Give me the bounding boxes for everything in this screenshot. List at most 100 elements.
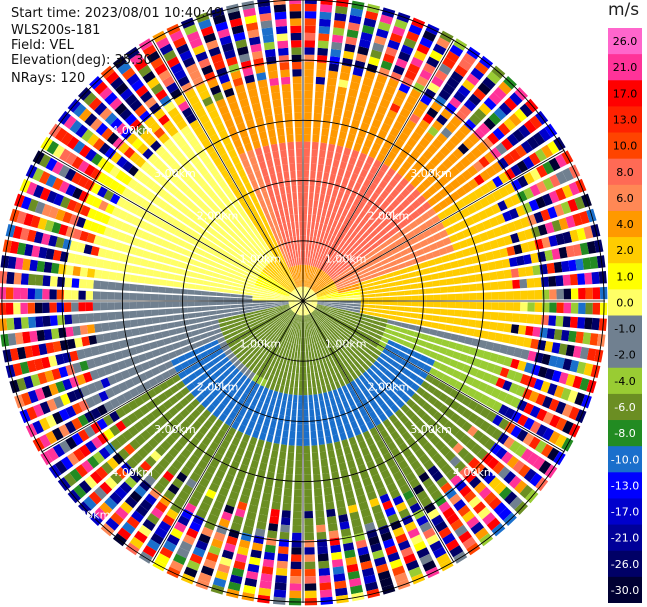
velocity-gate: [201, 526, 214, 538]
velocity-gate: [236, 145, 245, 155]
velocity-gate: [316, 245, 321, 253]
velocity-gate: [202, 355, 212, 364]
velocity-gate: [447, 377, 458, 388]
velocity-gate: [227, 323, 236, 330]
velocity-gate: [230, 216, 239, 226]
velocity-gate: [306, 287, 310, 295]
velocity-gate: [106, 457, 119, 470]
velocity-gate: [291, 539, 302, 548]
velocity-gate: [450, 178, 461, 190]
velocity-gate: [186, 382, 196, 392]
velocity-gate: [333, 20, 346, 29]
velocity-gate: [440, 301, 448, 308]
velocity-gate: [334, 100, 344, 110]
velocity-gate: [97, 157, 109, 170]
velocity-gate: [124, 213, 135, 224]
velocity-gate: [247, 404, 256, 414]
velocity-gate: [271, 367, 277, 376]
velocity-gate: [242, 274, 250, 280]
velocity-gate: [298, 337, 301, 345]
velocity-gate: [131, 138, 144, 150]
velocity-gate: [251, 195, 259, 204]
velocity-gate: [157, 415, 168, 427]
velocity-gate: [455, 293, 463, 301]
velocity-gate: [436, 37, 450, 49]
velocity-gate: [163, 257, 172, 265]
velocity-gate: [470, 67, 485, 81]
velocity-gate: [228, 364, 236, 373]
velocity-gate: [270, 283, 278, 288]
velocity-gate: [226, 320, 234, 326]
velocity-gate: [194, 312, 203, 318]
velocity-gate: [325, 368, 332, 377]
velocity-gate: [97, 186, 108, 198]
velocity-gate: [416, 408, 427, 419]
velocity-gate: [422, 527, 436, 540]
velocity-gate: [391, 265, 400, 272]
velocity-gate: [364, 484, 375, 494]
velocity-gate: [330, 252, 337, 260]
velocity-gate: [323, 248, 329, 256]
velocity-gate: [394, 321, 403, 327]
velocity-gate: [133, 182, 144, 194]
velocity-gate: [231, 420, 240, 430]
velocity-gate: [516, 429, 529, 442]
velocity-gate: [544, 221, 555, 234]
velocity-gate: [325, 225, 332, 234]
velocity-gate: [291, 305, 298, 311]
velocity-gate: [330, 211, 337, 220]
velocity-gate: [149, 341, 158, 350]
velocity-gate: [245, 292, 253, 296]
velocity-gate: [295, 460, 302, 468]
velocity-gate: [449, 234, 459, 243]
velocity-gate: [298, 322, 301, 330]
velocity-gate: [252, 374, 260, 383]
velocity-gate: [216, 146, 227, 157]
velocity-gate: [195, 540, 208, 551]
velocity-gate: [119, 108, 133, 121]
velocity-gate: [172, 308, 181, 314]
velocity-gate: [324, 240, 330, 248]
velocity-gate: [432, 360, 442, 370]
velocity-gate: [190, 204, 201, 214]
velocity-gate: [293, 281, 297, 288]
velocity-gate: [321, 311, 329, 316]
velocity-gate: [516, 336, 525, 347]
velocity-gate: [303, 416, 309, 425]
velocity-gate: [210, 424, 220, 435]
velocity-gate: [508, 382, 519, 394]
velocity-gate: [238, 185, 247, 194]
velocity-gate: [326, 210, 332, 219]
velocity-gate: [479, 170, 491, 182]
velocity-gate: [303, 337, 305, 345]
velocity-gate: [389, 558, 403, 570]
velocity-gate: [397, 166, 408, 177]
velocity-gate: [479, 360, 489, 370]
velocity-gate: [179, 301, 188, 307]
velocity-gate: [319, 575, 331, 584]
velocity-gate: [292, 229, 296, 237]
velocity-gate: [462, 408, 473, 420]
velocity-gate: [284, 277, 291, 284]
velocity-gate: [371, 87, 383, 98]
velocity-gate: [354, 271, 363, 278]
velocity-gate: [163, 540, 177, 553]
velocity-gate: [485, 341, 495, 351]
velocity-gate: [410, 131, 422, 142]
velocity-gate: [340, 275, 349, 281]
velocity-gate: [278, 539, 289, 547]
velocity-gate: [293, 306, 299, 313]
velocity-gate: [304, 467, 311, 475]
velocity-gate: [85, 279, 94, 289]
velocity-gate: [553, 261, 563, 273]
velocity-gate: [465, 438, 477, 451]
velocity-gate: [131, 79, 144, 92]
velocity-gate: [457, 85, 471, 98]
velocity-gate: [188, 343, 197, 351]
velocity-gate: [343, 542, 355, 552]
velocity-gate: [396, 285, 404, 291]
velocity-gate: [109, 424, 121, 437]
velocity-gate: [177, 515, 190, 527]
velocity-gate: [332, 27, 345, 36]
velocity-gate: [489, 239, 499, 250]
